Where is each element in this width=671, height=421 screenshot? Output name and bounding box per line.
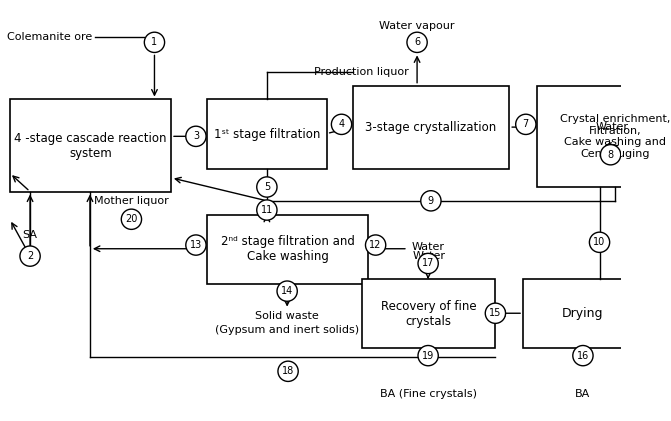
Text: 16: 16 <box>577 351 589 361</box>
Bar <box>362 279 495 348</box>
Circle shape <box>121 209 142 229</box>
Text: 8: 8 <box>607 150 614 160</box>
Text: (Gypsum and inert solids): (Gypsum and inert solids) <box>215 325 359 335</box>
Text: Mother liquor: Mother liquor <box>94 196 169 206</box>
Circle shape <box>278 361 298 381</box>
Circle shape <box>331 114 352 134</box>
Text: Water: Water <box>413 251 446 261</box>
Circle shape <box>573 346 593 366</box>
Text: 15: 15 <box>489 308 502 318</box>
Text: Solid waste: Solid waste <box>255 311 319 321</box>
Text: Crystal enrichment,
Filtration,
Cake washing and
Centrifuging: Crystal enrichment, Filtration, Cake was… <box>560 114 670 159</box>
Text: 17: 17 <box>422 258 434 269</box>
Text: 20: 20 <box>125 214 138 224</box>
Bar <box>207 215 368 284</box>
Text: BA: BA <box>575 389 590 400</box>
Text: 18: 18 <box>282 366 294 376</box>
Text: Production liquor: Production liquor <box>315 67 409 77</box>
Text: Colemanite ore: Colemanite ore <box>7 32 93 42</box>
Text: 3-stage crystallization: 3-stage crystallization <box>365 120 497 133</box>
Text: 1: 1 <box>152 37 158 47</box>
Text: 12: 12 <box>370 240 382 250</box>
Text: 11: 11 <box>261 205 273 215</box>
Circle shape <box>257 200 277 220</box>
Circle shape <box>418 253 438 274</box>
Text: Water: Water <box>411 242 445 252</box>
Bar <box>537 85 671 187</box>
Bar <box>10 99 171 192</box>
Bar <box>352 85 509 168</box>
Text: SA: SA <box>23 230 38 240</box>
Text: Water vapour: Water vapour <box>379 21 455 31</box>
Circle shape <box>186 126 206 147</box>
Text: 14: 14 <box>281 286 293 296</box>
Text: Recovery of fine
crystals: Recovery of fine crystals <box>380 300 476 328</box>
Text: Drying: Drying <box>562 307 604 320</box>
Circle shape <box>144 32 164 53</box>
Text: 4: 4 <box>338 119 345 129</box>
Circle shape <box>407 32 427 53</box>
Text: 2ⁿᵈ stage filtration and
Cake washing: 2ⁿᵈ stage filtration and Cake washing <box>221 235 354 263</box>
Circle shape <box>589 232 610 253</box>
Text: 6: 6 <box>414 37 420 47</box>
Text: 9: 9 <box>428 196 434 206</box>
Text: 19: 19 <box>422 351 434 361</box>
Text: 2: 2 <box>27 251 33 261</box>
Circle shape <box>277 281 297 301</box>
Circle shape <box>20 246 40 266</box>
Circle shape <box>601 145 621 165</box>
Text: BA (Fine crystals): BA (Fine crystals) <box>380 389 476 400</box>
Text: Water: Water <box>596 122 629 132</box>
Circle shape <box>485 303 505 323</box>
Text: 13: 13 <box>190 240 202 250</box>
Circle shape <box>516 114 536 134</box>
Text: 5: 5 <box>264 182 270 192</box>
Circle shape <box>421 191 441 211</box>
Text: 3: 3 <box>193 131 199 141</box>
Circle shape <box>366 235 386 255</box>
Circle shape <box>186 235 206 255</box>
Text: 10: 10 <box>593 237 606 247</box>
Circle shape <box>257 177 277 197</box>
Text: 1ˢᵗ stage filtration: 1ˢᵗ stage filtration <box>213 128 320 141</box>
Text: 7: 7 <box>523 119 529 129</box>
Bar <box>523 279 643 348</box>
Circle shape <box>418 346 438 366</box>
Text: 4 -stage cascade reaction
system: 4 -stage cascade reaction system <box>14 131 166 160</box>
Bar <box>207 99 327 168</box>
